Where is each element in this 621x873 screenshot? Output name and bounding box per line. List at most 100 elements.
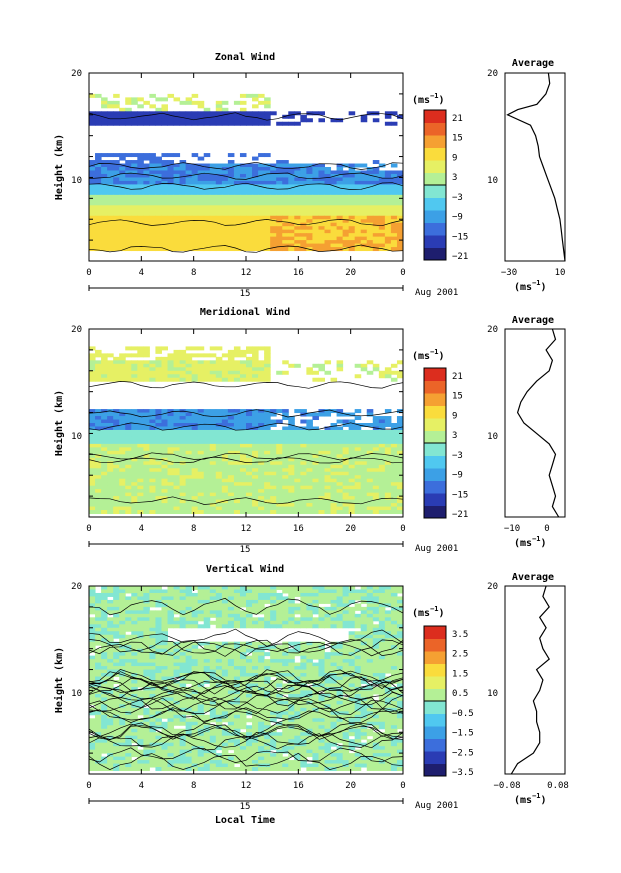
heatmap-cell bbox=[119, 686, 126, 691]
heatmap-cell bbox=[143, 613, 150, 618]
heatmap-cell bbox=[366, 468, 374, 473]
heatmap-cell bbox=[330, 652, 338, 657]
heatmap-cell bbox=[185, 503, 193, 508]
heatmap-cell bbox=[288, 173, 295, 178]
heatmap-cell bbox=[324, 247, 332, 252]
heatmap-cell bbox=[300, 170, 307, 175]
heatmap-cell bbox=[270, 247, 277, 252]
heatmap-cell bbox=[233, 229, 241, 234]
heatmap-cell bbox=[143, 617, 150, 622]
heatmap-cell bbox=[294, 624, 301, 629]
heatmap-cell bbox=[131, 662, 138, 667]
heatmap-cell bbox=[246, 208, 253, 213]
heatmap-cell bbox=[239, 205, 247, 210]
heatmap-cell bbox=[173, 353, 181, 358]
heatmap-cell bbox=[354, 374, 362, 379]
heatmap-cell bbox=[191, 416, 199, 421]
heatmap-cell bbox=[324, 606, 332, 611]
heatmap-cell bbox=[149, 586, 156, 590]
heatmap-cell bbox=[137, 363, 144, 368]
heatmap-cell bbox=[276, 620, 283, 625]
heatmap-cell bbox=[306, 673, 313, 678]
heatmap-cell bbox=[390, 659, 398, 664]
heatmap-cell bbox=[185, 443, 193, 448]
heatmap-cell bbox=[215, 208, 223, 213]
heatmap-cell bbox=[197, 492, 205, 497]
heatmap-cell bbox=[221, 468, 229, 473]
heatmap-cell bbox=[209, 683, 217, 688]
heatmap-cell bbox=[318, 233, 325, 238]
heatmap-cell bbox=[107, 631, 114, 636]
heatmap-cell bbox=[300, 471, 307, 476]
heatmap-cell bbox=[191, 652, 199, 657]
heatmap-cell bbox=[246, 475, 253, 480]
heatmap-cell bbox=[221, 457, 229, 462]
heatmap-cell bbox=[221, 496, 229, 501]
heatmap-cell bbox=[227, 240, 235, 245]
heatmap-cell bbox=[107, 198, 114, 203]
heatmap-cell bbox=[185, 624, 193, 629]
heatmap-cell bbox=[348, 457, 356, 462]
heatmap-cell bbox=[179, 436, 187, 441]
heatmap-cell bbox=[372, 464, 380, 469]
heatmap-cell bbox=[101, 464, 108, 469]
heatmap-cell bbox=[107, 620, 114, 625]
heatmap-cell bbox=[342, 170, 350, 175]
contour-line bbox=[88, 381, 404, 389]
heatmap-cell bbox=[306, 429, 313, 434]
heatmap-cell bbox=[360, 510, 368, 515]
heatmap-cell bbox=[264, 363, 271, 368]
heatmap-cell bbox=[161, 160, 168, 165]
heatmap-cell bbox=[396, 114, 404, 119]
heatmap-cell bbox=[258, 655, 265, 660]
heatmap-cell bbox=[396, 177, 404, 182]
heatmap-cell bbox=[354, 666, 362, 671]
heatmap-cell bbox=[161, 433, 168, 438]
colorbar-swatch bbox=[424, 185, 446, 198]
heatmap-cell bbox=[312, 370, 319, 375]
heatmap-cell bbox=[173, 461, 181, 466]
heatmap-cell bbox=[89, 93, 96, 98]
heatmap-cell bbox=[185, 170, 193, 175]
heatmap-cell bbox=[258, 683, 265, 688]
heatmap-cell bbox=[131, 603, 138, 608]
heatmap-cell bbox=[119, 648, 126, 653]
heatmap-cell bbox=[312, 589, 319, 594]
heatmap-cell bbox=[233, 219, 241, 224]
heatmap-cell bbox=[161, 187, 168, 192]
heatmap-cell bbox=[378, 173, 386, 178]
heatmap-cell bbox=[264, 673, 271, 678]
heatmap-cell bbox=[95, 229, 102, 234]
heatmap-cell bbox=[312, 180, 319, 185]
heatmap-cell bbox=[324, 429, 332, 434]
heatmap-cell bbox=[294, 363, 301, 368]
heatmap-cell bbox=[318, 669, 325, 674]
heatmap-cell bbox=[366, 610, 374, 615]
heatmap-cell bbox=[125, 100, 132, 105]
heatmap-cell bbox=[149, 673, 156, 678]
heatmap-cell bbox=[227, 429, 235, 434]
heatmap-cell bbox=[276, 215, 283, 220]
heatmap-cell bbox=[107, 638, 114, 643]
heatmap-cell bbox=[95, 624, 102, 629]
heatmap-cell bbox=[324, 450, 332, 455]
heatmap-cell bbox=[107, 603, 114, 608]
heatmap-cell bbox=[95, 240, 102, 245]
heatmap-cell bbox=[89, 184, 96, 189]
heatmap-cell bbox=[396, 599, 404, 604]
heatmap-cell bbox=[288, 666, 295, 671]
heatmap-cell bbox=[107, 240, 114, 245]
heatmap-cell bbox=[161, 107, 168, 112]
heatmap-cell bbox=[372, 177, 380, 182]
heatmap-cell bbox=[197, 423, 205, 427]
heatmap-cell bbox=[360, 596, 368, 601]
heatmap-cell bbox=[119, 363, 126, 368]
heatmap-cell bbox=[246, 669, 253, 674]
heatmap-cell bbox=[276, 683, 283, 688]
heatmap-cell bbox=[113, 356, 120, 361]
heatmap-cell bbox=[143, 219, 150, 224]
heatmap-cell bbox=[119, 173, 126, 178]
heatmap-cell bbox=[324, 592, 332, 597]
heatmap-cell bbox=[270, 464, 277, 469]
